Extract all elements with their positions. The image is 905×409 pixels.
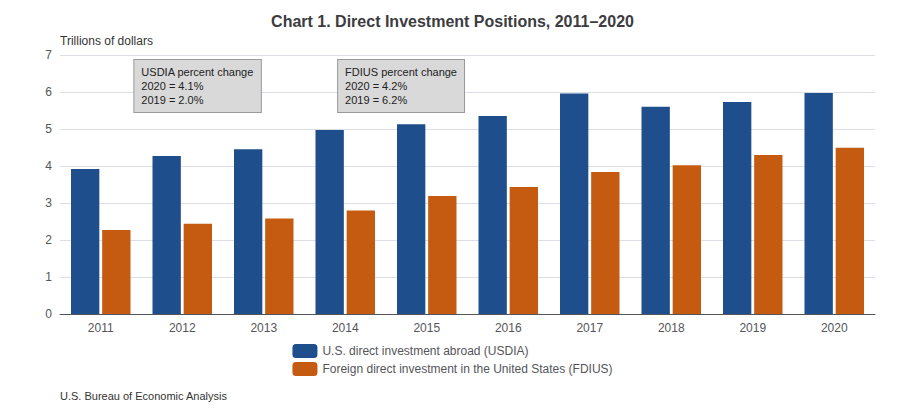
svg-text:2014: 2014 <box>332 321 359 335</box>
svg-text:2018: 2018 <box>658 321 685 335</box>
svg-text:2016: 2016 <box>495 321 522 335</box>
svg-text:1: 1 <box>45 270 52 284</box>
svg-text:2020 = 4.1%: 2020 = 4.1% <box>141 80 203 92</box>
svg-text:7: 7 <box>45 48 52 62</box>
svg-text:U.S. direct investment abroad: U.S. direct investment abroad (USDIA) <box>322 344 528 358</box>
svg-text:2013: 2013 <box>250 321 277 335</box>
svg-text:5: 5 <box>45 122 52 136</box>
svg-text:4: 4 <box>45 159 52 173</box>
svg-text:2019 = 2.0%: 2019 = 2.0% <box>141 94 203 106</box>
svg-text:2011: 2011 <box>88 321 114 335</box>
svg-text:0: 0 <box>45 307 52 321</box>
svg-text:3: 3 <box>45 196 52 210</box>
svg-text:2019 = 6.2%: 2019 = 6.2% <box>345 94 407 106</box>
svg-text:U.S. Bureau of Economic Analys: U.S. Bureau of Economic Analysis <box>60 390 227 402</box>
svg-text:Trillions of dollars: Trillions of dollars <box>60 34 153 48</box>
svg-text:2019: 2019 <box>739 321 766 335</box>
svg-text:6: 6 <box>45 85 52 99</box>
svg-text:2020: 2020 <box>821 321 848 335</box>
svg-text:2015: 2015 <box>413 321 440 335</box>
svg-text:2017: 2017 <box>576 321 603 335</box>
svg-text:Foreign direct investment in t: Foreign direct investment in the United … <box>322 362 612 376</box>
svg-text:2020 = 4.2%: 2020 = 4.2% <box>345 80 407 92</box>
svg-text:Chart 1. Direct Investment Pos: Chart 1. Direct Investment Positions, 20… <box>271 13 634 30</box>
svg-text:USDIA percent change: USDIA percent change <box>141 66 253 78</box>
svg-text:2: 2 <box>45 233 52 247</box>
svg-text:FDIUS percent change: FDIUS percent change <box>345 66 457 78</box>
svg-text:2012: 2012 <box>169 321 196 335</box>
